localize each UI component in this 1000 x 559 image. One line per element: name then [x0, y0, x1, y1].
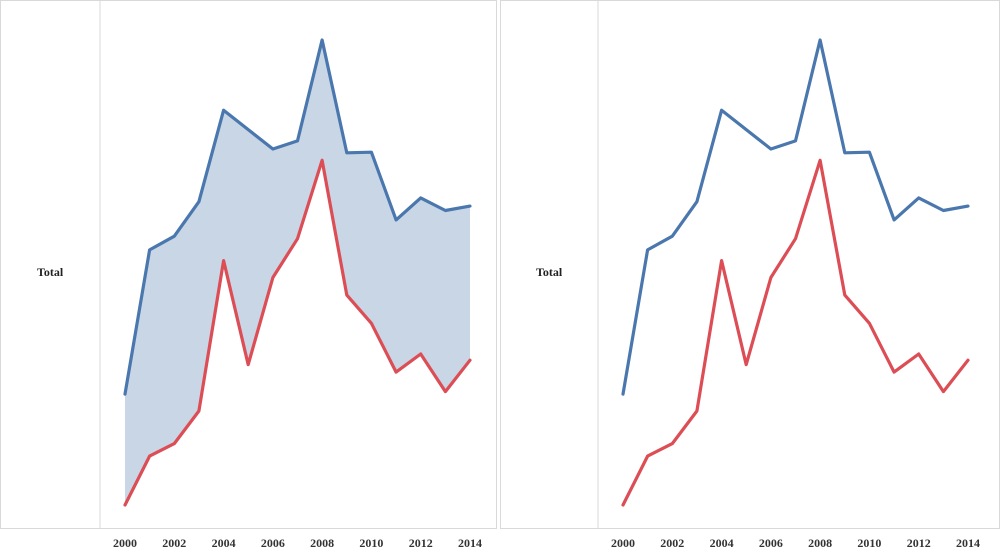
x-tick-label: 2006 [759, 536, 783, 550]
x-tick-label: 2014 [956, 536, 980, 550]
x-tick-label: 2012 [907, 536, 931, 550]
x-tick-label: 2008 [808, 536, 832, 550]
x-tick-label: 2004 [212, 536, 236, 550]
lower-series-line-2 [621, 158, 970, 507]
upper-series-line-1 [123, 38, 472, 396]
upper-series-line-2 [621, 38, 970, 396]
x-tick-label: 2014 [458, 536, 482, 550]
x-tick-label: 2010 [359, 536, 383, 550]
x-tick-label: 2004 [710, 536, 734, 550]
x-tick-label: 2000 [611, 536, 635, 550]
row-label-right: Total [536, 265, 563, 279]
x-tick-label: 2010 [857, 536, 881, 550]
x-tick-label: 2006 [261, 536, 285, 550]
chart-panel-left [0, 0, 497, 529]
x-tick-label: 2002 [660, 536, 684, 550]
x-tick-label: 2000 [113, 536, 137, 550]
row-label-left: Total [37, 265, 64, 279]
x-tick-label: 2008 [310, 536, 334, 550]
x-tick-label: 2002 [162, 536, 186, 550]
band-area-1 [125, 40, 470, 505]
lower-series-line-1 [123, 158, 472, 507]
x-tick-label: 2012 [409, 536, 433, 550]
